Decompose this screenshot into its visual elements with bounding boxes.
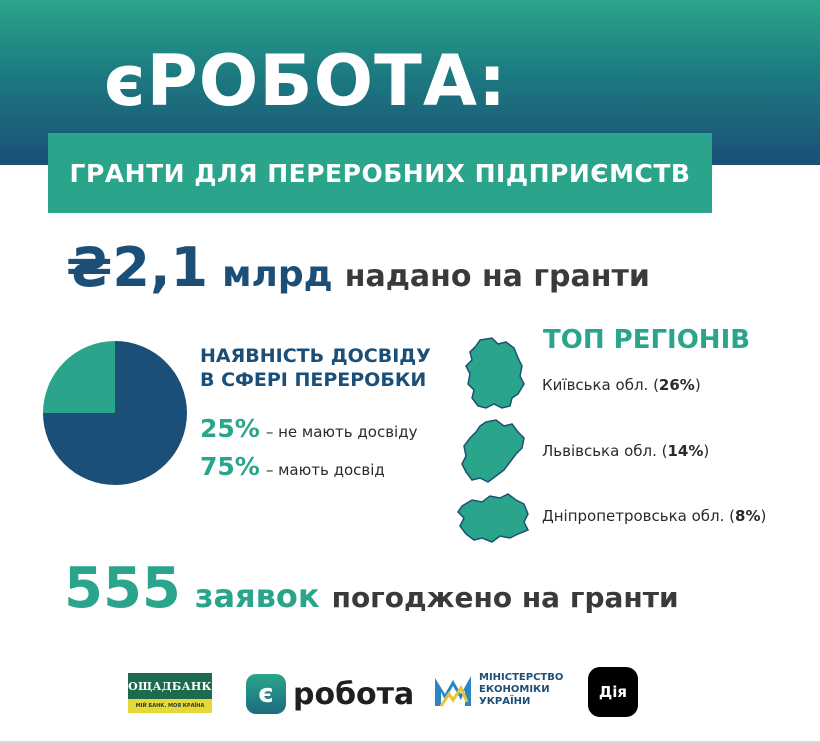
region-row-dnipro: Дніпропетровська обл. (8%) <box>542 507 767 525</box>
region-row-kyiv: Київська обл. (26%) <box>542 376 701 394</box>
region-row-lviv: Львівська обл. (14%) <box>542 442 710 460</box>
pie-slice-no-experience <box>43 341 115 413</box>
top-regions-title: ТОП РЕГІОНІВ <box>543 325 751 355</box>
applications-word: заявок <box>194 577 320 615</box>
experience-percent: 25% <box>200 414 260 443</box>
region-name: Київська обл. <box>542 376 649 394</box>
dnipro-region-map-icon <box>456 492 532 544</box>
erobota-logo: є робота <box>246 674 414 714</box>
lviv-region-map-icon <box>460 418 528 484</box>
experience-title: НАЯВНІСТЬ ДОСВІДУ В СФЕРІ ПЕРЕРОБКИ <box>200 344 440 392</box>
experience-pie-svg <box>43 341 187 485</box>
experience-pie-chart <box>40 340 190 486</box>
region-share: 8% <box>735 507 761 525</box>
applications-count: 555 <box>64 556 181 621</box>
applications-row: 555 заявок погоджено на гранти <box>64 556 679 621</box>
grant-amount-row: ₴2,1 млрд надано на гранти <box>66 236 650 299</box>
experience-label: – не мають досвіду <box>265 423 418 441</box>
region-name: Дніпропетровська обл. <box>542 507 725 525</box>
diia-text: Дія <box>598 683 628 701</box>
experience-title-line2: В СФЕРІ ПЕРЕРОБКИ <box>200 369 427 391</box>
experience-label: – мають досвід <box>265 461 385 479</box>
region-share: 14% <box>667 442 704 460</box>
grant-amount-description: надано на гранти <box>344 259 650 294</box>
grant-amount-unit: млрд <box>222 254 333 295</box>
oschadbank-logo: ОЩАДБАНК МІЙ БАНК. МОЯ КРАЇНА <box>128 673 212 713</box>
ministry-line2: ЕКОНОМІКИ <box>479 684 550 695</box>
experience-item-has-experience: 75% – мають досвід <box>200 452 385 481</box>
region-name: Львівська обл. <box>542 442 657 460</box>
bank-name: ОЩАДБАНК <box>128 679 212 693</box>
experience-item-no-experience: 25% – не мають досвіду <box>200 414 417 443</box>
ministry-line1: МІНІСТЕРСТВО <box>479 672 564 683</box>
applications-description: погоджено на гранти <box>331 581 679 614</box>
brand-title: єРОБОТА: <box>104 40 508 122</box>
erobota-badge-icon: є <box>246 674 286 714</box>
grant-amount-value: ₴2,1 <box>66 236 209 299</box>
ministry-economy-logo: МІНІСТЕРСТВО ЕКОНОМІКИ УКРАЇНИ <box>433 672 563 708</box>
subtitle-bar: ГРАНТИ ДЛЯ ПЕРЕРОБНИХ ПІДПРИЄМСТВ <box>48 133 712 213</box>
region-share: 26% <box>658 376 695 394</box>
bank-slogan: МІЙ БАНК. МОЯ КРАЇНА <box>135 703 205 709</box>
bottom-divider <box>0 741 820 743</box>
kyiv-region-map-icon <box>462 336 526 412</box>
subtitle-text: ГРАНТИ ДЛЯ ПЕРЕРОБНИХ ПІДПРИЄМСТВ <box>69 158 691 188</box>
erobota-word: робота <box>293 676 415 712</box>
ministry-line3: УКРАЇНИ <box>479 696 531 707</box>
experience-percent: 75% <box>200 452 260 481</box>
experience-title-line1: НАЯВНІСТЬ ДОСВІДУ <box>200 345 431 367</box>
ministry-emblem-icon <box>435 676 471 707</box>
diia-logo: Дія <box>588 667 638 717</box>
